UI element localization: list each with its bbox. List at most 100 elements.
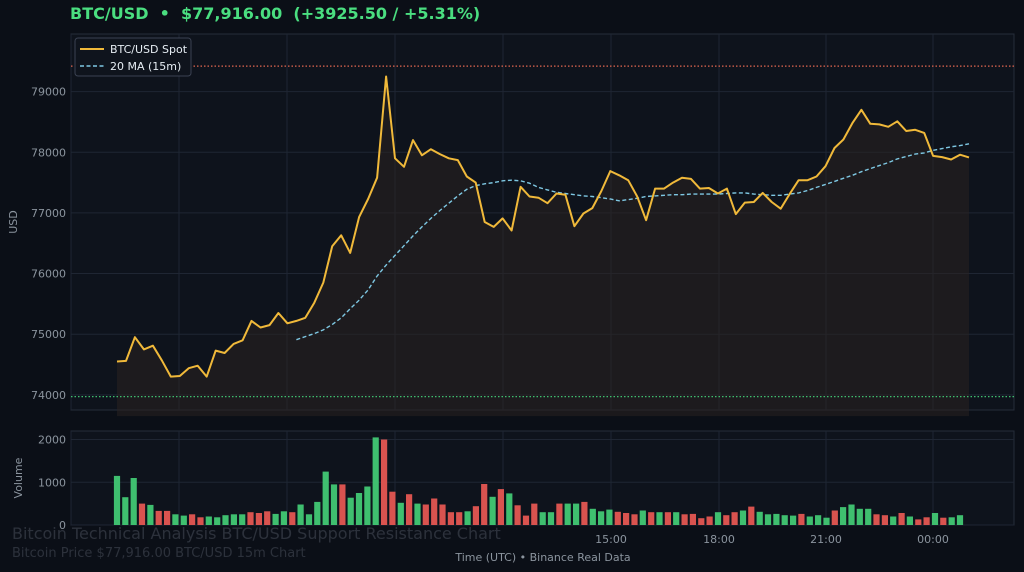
price-y-tick-label: 78000: [31, 146, 66, 159]
volume-bar: [506, 493, 513, 525]
volume-bar: [547, 512, 555, 525]
legend-box: [74, 37, 192, 77]
volume-bar: [840, 507, 847, 525]
header-price: $77,916.00: [181, 4, 283, 23]
volume-bar: [397, 502, 404, 525]
volume-bar: [798, 513, 805, 525]
volume-bar: [639, 510, 646, 525]
volume-bar: [531, 503, 538, 525]
header-separator: •: [159, 4, 170, 23]
volume-bar: [172, 514, 179, 525]
volume-bar: [239, 514, 246, 525]
volume-bar: [230, 514, 237, 525]
volume-plot-area: [70, 430, 1015, 526]
legend-price-label: BTC/USD Spot: [110, 43, 188, 56]
x-tick-label: 18:00: [703, 533, 735, 546]
volume-bar: [305, 514, 313, 525]
volume-bar: [456, 512, 463, 525]
volume-bar: [865, 508, 872, 525]
volume-bar: [347, 497, 354, 525]
volume-bar: [739, 510, 747, 525]
volume-bar: [614, 511, 621, 525]
volume-bar: [773, 513, 780, 525]
volume-bar: [831, 510, 838, 525]
volume-bar: [481, 484, 488, 525]
volume-bar: [948, 517, 955, 525]
volume-bar: [915, 519, 922, 525]
price-y-tick-label: 76000: [31, 268, 66, 281]
price-line: [116, 75, 970, 378]
x-tick-label: 21:00: [810, 533, 842, 546]
volume-bar: [923, 517, 930, 525]
volume-y-tick-label: 2000: [38, 434, 66, 447]
volume-bar: [289, 512, 296, 525]
volume-panel: 0 1000 2000 Volume 15:00 18:00 21:00 00:00: [12, 430, 1015, 546]
price-y-tick-label: 75000: [31, 328, 66, 341]
x-axis-label: Time (UTC) • Binance Real Data: [454, 551, 630, 564]
volume-bar: [372, 437, 379, 525]
volume-bar: [706, 516, 713, 525]
volume-bar: [330, 484, 338, 525]
volume-bar: [355, 493, 363, 525]
volume-bar: [856, 508, 863, 525]
volume-bar: [848, 504, 855, 525]
price-y-tick-label: 74000: [31, 389, 66, 402]
volume-bar: [623, 513, 630, 525]
volume-bar: [656, 512, 663, 525]
price-y-tick-label: 77000: [31, 207, 66, 220]
volume-bar: [381, 439, 388, 525]
volume-bar: [689, 513, 696, 525]
volume-bar: [539, 512, 546, 525]
volume-bar: [472, 506, 479, 525]
price-area-fill: [117, 76, 969, 417]
volume-bar: [564, 503, 571, 525]
volume-bar: [873, 514, 880, 525]
volume-bar: [781, 515, 788, 525]
volume-bar: [489, 496, 496, 525]
price-y-axis-label: USD: [7, 210, 20, 234]
volume-bar: [247, 512, 254, 525]
volume-bar: [598, 511, 605, 525]
x-tick-label: 00:00: [917, 533, 949, 546]
volume-bar: [815, 515, 822, 525]
volume-bar: [222, 515, 229, 525]
x-tick-label: 15:00: [595, 533, 627, 546]
volume-bar: [322, 471, 329, 525]
volume-bar: [823, 517, 830, 525]
volume-bar: [314, 501, 321, 525]
volume-bar: [180, 515, 187, 525]
volume-bar: [698, 518, 705, 525]
volume-bar: [723, 515, 730, 525]
volume-bar: [297, 504, 304, 525]
volume-bar: [906, 516, 913, 525]
volume-bar: [581, 501, 588, 525]
volume-bar: [806, 516, 813, 525]
price-header: BTC/USD • $77,916.00 (+3925.50 / +5.31%): [70, 4, 480, 23]
volume-y-axis-label: Volume: [12, 457, 25, 498]
volume-bar: [522, 515, 530, 525]
volume-bar: [214, 517, 221, 525]
volume-bar: [280, 511, 287, 525]
volume-bar: [589, 508, 596, 525]
volume-bar: [931, 513, 939, 525]
volume-bar: [122, 497, 129, 525]
volume-bar: [113, 475, 121, 525]
volume-bar: [890, 516, 897, 525]
volume-bar: [631, 514, 638, 525]
volume-bar: [406, 494, 413, 525]
volume-bar: [956, 515, 964, 525]
volume-bar: [414, 503, 421, 525]
volume-bar: [764, 514, 772, 525]
volume-y-tick-label: 0: [59, 519, 66, 532]
volume-bar: [731, 512, 738, 525]
volume-bar: [681, 514, 688, 525]
volume-bar: [339, 484, 346, 525]
volume-bar: [514, 505, 521, 525]
header-symbol: BTC/USD: [70, 4, 149, 23]
volume-bar: [497, 489, 504, 525]
volume-bar: [272, 513, 279, 525]
volume-bar: [940, 517, 947, 525]
volume-bar: [138, 503, 146, 525]
volume-bar: [756, 511, 763, 525]
